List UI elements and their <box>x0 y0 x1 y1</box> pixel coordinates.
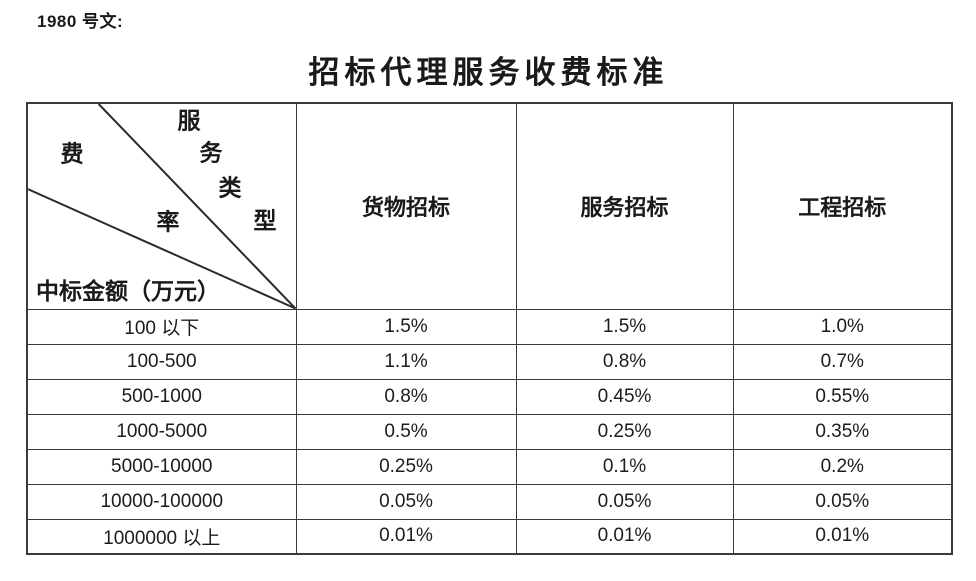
column-header-goods: 货物招标 <box>295 102 517 310</box>
diag-label-rate-char-2: 率 <box>156 208 180 236</box>
table-row: 5000-10000 0.25% 0.1% 0.2% <box>26 448 953 485</box>
fee-value: 0.25% <box>295 448 517 485</box>
table-row: 1000000 以上 0.01% 0.01% 0.01% <box>26 518 953 555</box>
diag-label-type-char-2: 务 <box>199 139 223 167</box>
diag-label-type-char-4: 型 <box>253 207 277 235</box>
fee-value: 0.05% <box>732 483 953 520</box>
document-number: 1980 号文: <box>37 12 124 31</box>
fee-value: 0.01% <box>732 518 953 555</box>
row-label: 100 以下 <box>26 308 297 345</box>
fee-value: 0.05% <box>295 483 517 520</box>
fee-value: 0.45% <box>515 378 734 415</box>
table-row: 1000-5000 0.5% 0.25% 0.35% <box>26 413 953 450</box>
fee-value: 0.7% <box>732 343 953 380</box>
page-title: 招标代理服务收费标准 <box>308 55 669 91</box>
fee-value: 1.5% <box>295 308 517 345</box>
fee-value: 0.55% <box>732 378 953 415</box>
fee-value: 0.35% <box>732 413 953 450</box>
table-header-row: 服 务 类 型 费 率 中标金额（万元） 货物招标 服务招标 工程招标 <box>26 102 953 310</box>
table-row: 100-500 1.1% 0.8% 0.7% <box>26 343 953 380</box>
table-row: 10000-100000 0.05% 0.05% 0.05% <box>26 483 953 520</box>
fee-value: 0.5% <box>295 413 517 450</box>
diag-label-type-char-3: 类 <box>218 174 242 202</box>
row-label: 100-500 <box>26 343 297 380</box>
fee-standard-table: 服 务 类 型 费 率 中标金额（万元） 货物招标 服务招标 工程招标 100 … <box>26 102 953 555</box>
column-header-services: 服务招标 <box>515 102 734 310</box>
fee-value: 0.8% <box>515 343 734 380</box>
fee-value: 1.0% <box>732 308 953 345</box>
fee-value: 0.2% <box>732 448 953 485</box>
row-label: 1000000 以上 <box>26 518 297 555</box>
fee-value: 0.01% <box>295 518 517 555</box>
fee-value: 0.8% <box>295 378 517 415</box>
fee-value: 0.01% <box>515 518 734 555</box>
fee-value: 1.1% <box>295 343 517 380</box>
table-row: 500-1000 0.8% 0.45% 0.55% <box>26 378 953 415</box>
row-label: 1000-5000 <box>26 413 297 450</box>
row-label: 500-1000 <box>26 378 297 415</box>
row-label: 10000-100000 <box>26 483 297 520</box>
bid-amount-axis-label: 中标金额（万元） <box>36 277 220 305</box>
diag-label-rate-char-1: 费 <box>60 140 84 168</box>
row-label: 5000-10000 <box>26 448 297 485</box>
diagonal-header-cell: 服 务 类 型 费 率 中标金额（万元） <box>26 102 297 310</box>
fee-value: 1.5% <box>515 308 734 345</box>
diag-label-type-char-1: 服 <box>177 107 201 135</box>
fee-value: 0.05% <box>515 483 734 520</box>
diagonal-divider-lines <box>28 104 296 309</box>
column-header-works: 工程招标 <box>732 102 953 310</box>
fee-value: 0.25% <box>515 413 734 450</box>
table-row: 100 以下 1.5% 1.5% 1.0% <box>26 308 953 345</box>
fee-value: 0.1% <box>515 448 734 485</box>
